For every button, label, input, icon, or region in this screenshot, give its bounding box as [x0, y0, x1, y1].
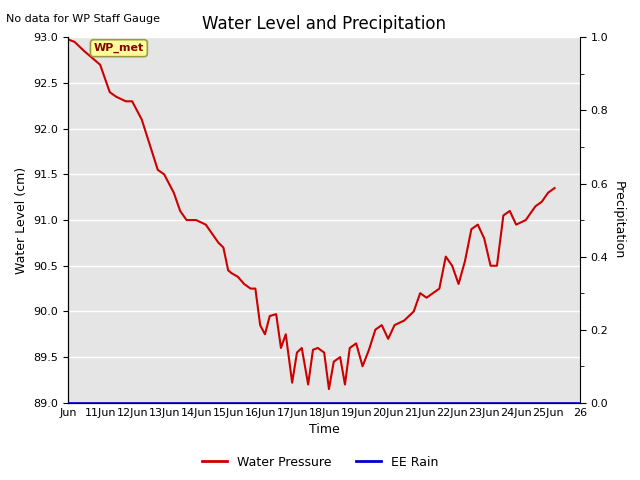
- Text: No data for WP Staff Gauge: No data for WP Staff Gauge: [6, 14, 161, 24]
- Legend: Water Pressure, EE Rain: Water Pressure, EE Rain: [196, 451, 444, 474]
- Y-axis label: Water Level (cm): Water Level (cm): [15, 167, 28, 274]
- Title: Water Level and Precipitation: Water Level and Precipitation: [202, 15, 446, 33]
- X-axis label: Time: Time: [308, 423, 340, 436]
- Y-axis label: Precipitation: Precipitation: [612, 181, 625, 259]
- Text: WP_met: WP_met: [93, 43, 144, 53]
